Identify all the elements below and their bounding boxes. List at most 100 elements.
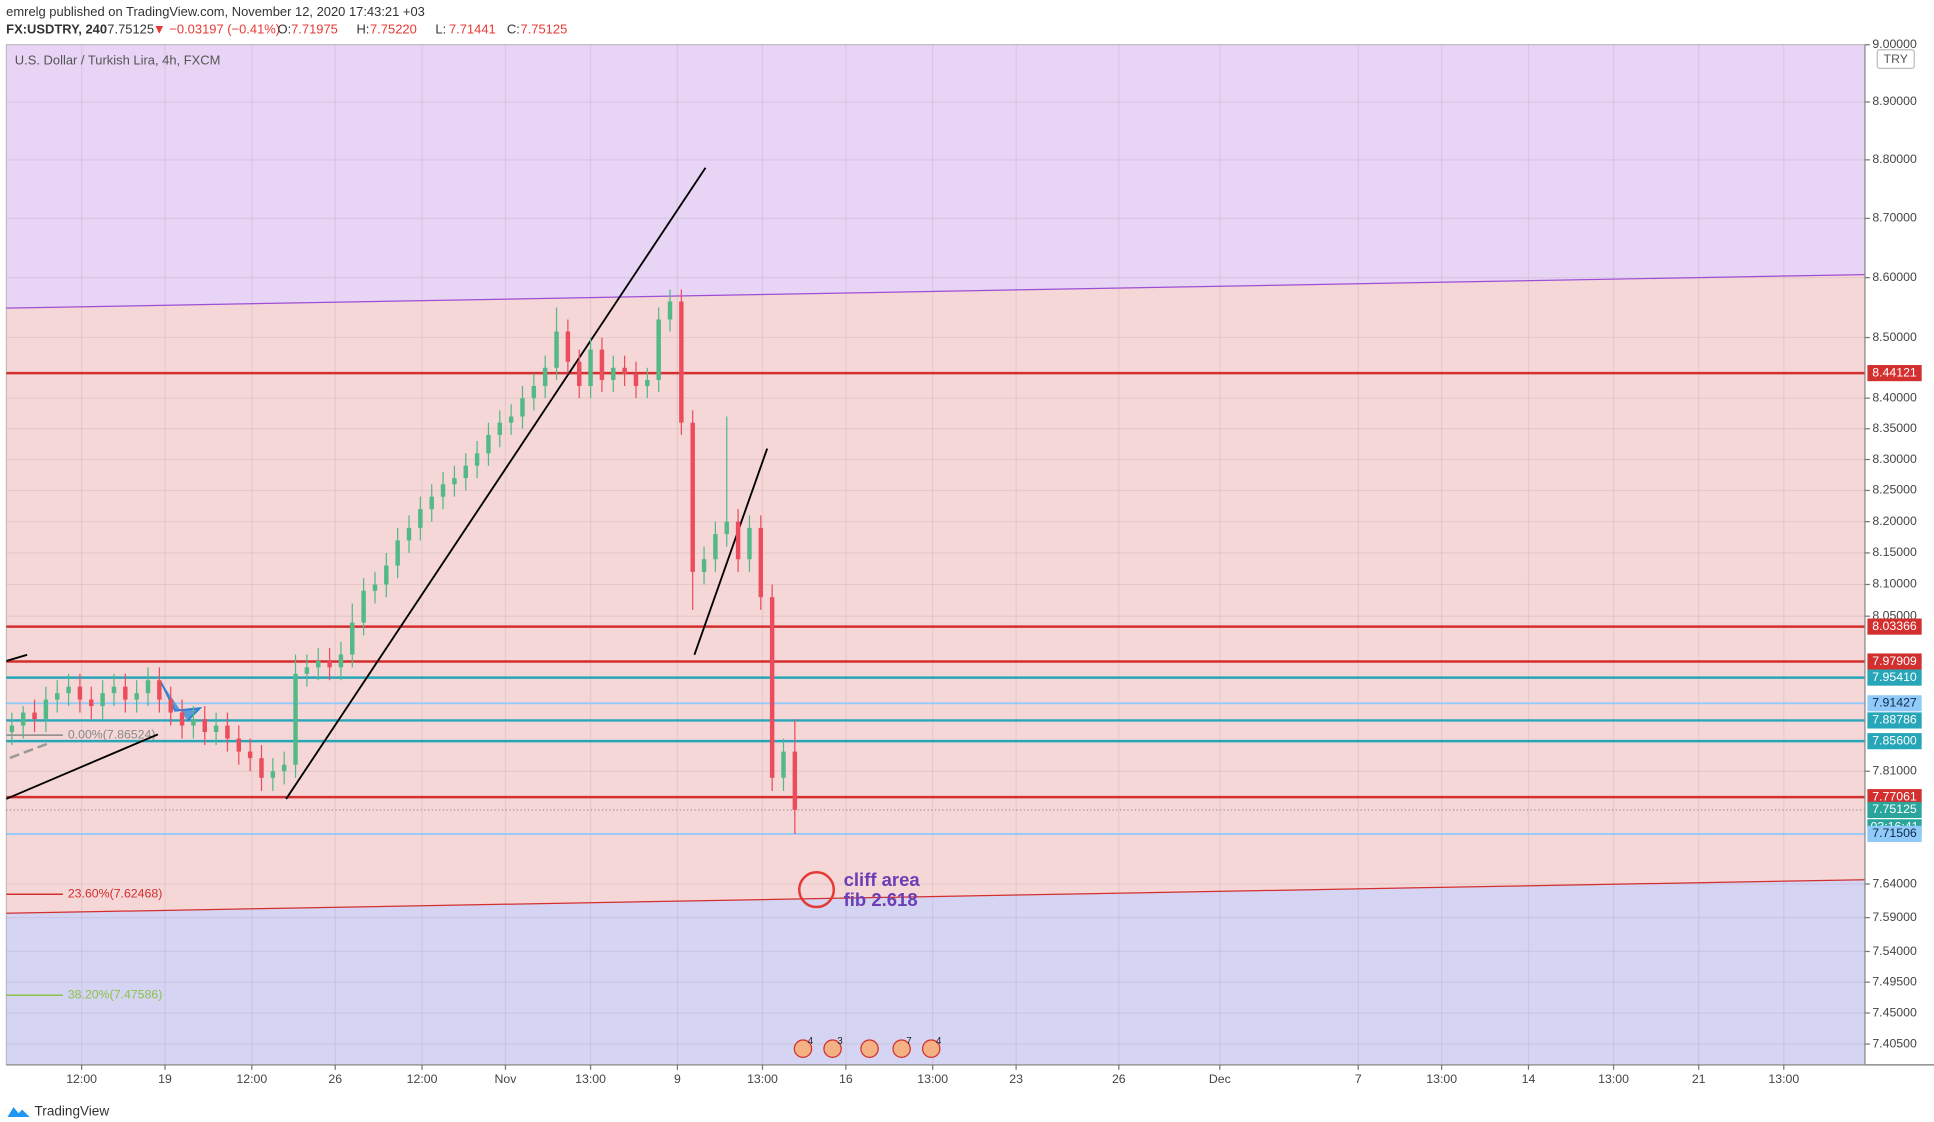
price-label-box (1867, 653, 1922, 670)
candle-body (735, 521, 741, 560)
x-tick-label: Dec (1209, 1072, 1231, 1086)
y-tick-label: 8.50000 (1872, 330, 1917, 344)
ohlc-value: 7.71441 (449, 21, 496, 36)
candle-body (157, 680, 162, 700)
price-label: 7.85600 (1872, 733, 1917, 747)
candle-body (395, 540, 400, 566)
currency-box (1876, 49, 1915, 69)
y-tick-label: 7.54000 (1872, 944, 1917, 958)
x-tick-label: 9 (674, 1072, 681, 1086)
levels: 0.00%(7.86524) 23.60%(7.62468) 38.20%(7.47… (6, 371, 1865, 1002)
candle-body (531, 385, 537, 399)
annotation: cliff area (844, 869, 921, 890)
candle-body (781, 751, 786, 778)
candle-body (792, 751, 798, 810)
x-tick-label: 12:00 (407, 1072, 438, 1086)
candle-body (111, 686, 117, 694)
price-label-box (1867, 618, 1922, 635)
event-icon[interactable] (860, 1039, 879, 1059)
candle-body (20, 712, 26, 726)
currency: TRY (1884, 52, 1908, 66)
candle-body (429, 496, 434, 510)
channel-top (6, 273, 1865, 309)
candle-body (350, 622, 355, 655)
zone-blue (6, 879, 1865, 1065)
change: ▼ −0.03197 (−0.41%) (153, 21, 280, 36)
candle-body (32, 712, 37, 720)
y-tick-label: 7.45000 (1872, 1005, 1917, 1019)
candle-body (372, 584, 378, 591)
candle-body (565, 331, 571, 362)
x-tick-label: 13:00 (1426, 1072, 1457, 1086)
candle-body (304, 667, 310, 674)
candle-body (769, 597, 775, 778)
ohlc-label: H: (356, 21, 369, 36)
event-count: 4 (936, 1036, 942, 1047)
event-icon[interactable] (793, 1039, 813, 1059)
candle-body (452, 478, 457, 485)
x-tick-label: 21 (1692, 1072, 1706, 1086)
candle-body (100, 693, 105, 707)
trend-line (693, 448, 769, 656)
candle-body (656, 319, 661, 380)
event-count: 4 (808, 1036, 814, 1047)
candle-body (66, 686, 71, 694)
y-tick-label: 8.80000 (1872, 152, 1917, 166)
candle-body (168, 699, 173, 713)
candle-body (89, 699, 94, 707)
candle-body (247, 751, 253, 759)
x-tick-label: 7 (1355, 1072, 1362, 1086)
candle-body (281, 764, 287, 772)
candle-body (474, 453, 480, 466)
plot-area (6, 44, 1865, 1065)
axes: 9.00000 8.90000 8.80000 8.70000 8.60000 8.500… (66, 37, 1922, 1086)
candle-body (213, 725, 219, 733)
x-tick-label: 12:00 (66, 1072, 97, 1086)
fib-label: 0.00%(7.86524) (68, 727, 156, 741)
x-tick-label: 19 (158, 1072, 172, 1086)
candle-body (77, 686, 83, 700)
y-tick-label: 8.30000 (1872, 452, 1917, 466)
candle-body (508, 416, 514, 423)
candle-body (440, 484, 446, 497)
ohlc-label: C: (507, 21, 520, 36)
trend-line (5, 653, 28, 662)
y-tick-label: 7.40500 (1872, 1036, 1917, 1050)
brand-logo (7, 1107, 30, 1118)
x-tick-label: 13:00 (575, 1072, 606, 1086)
price-label-box (1867, 669, 1922, 686)
candle-body (577, 361, 582, 386)
candle-body (690, 422, 695, 572)
candle-body (554, 331, 559, 368)
fib-label: 23.60%(7.62468) (68, 887, 162, 901)
x-tick-label: 23 (1009, 1072, 1023, 1086)
zone-pink (6, 274, 1865, 914)
annotation: fib 2.618 (844, 889, 918, 910)
price-label: 7.88786 (1872, 713, 1917, 727)
candle-body (145, 680, 151, 694)
candle-body (134, 693, 139, 700)
candle-body (667, 301, 673, 320)
candles (9, 289, 798, 834)
y-tick-label: 7.49500 (1872, 974, 1917, 988)
price-label: 7.91427 (1872, 696, 1917, 710)
candle-body (701, 559, 707, 572)
x-tick-label: 13:00 (917, 1072, 948, 1086)
y-tick-label: 8.60000 (1872, 270, 1917, 284)
y-tick-label: 7.81000 (1872, 763, 1917, 777)
price-label-box (1867, 695, 1922, 712)
price-label: 7.77061 (1872, 789, 1917, 803)
y-tick-label: 9.00000 (1872, 37, 1917, 51)
x-tick-label: 12:00 (236, 1072, 267, 1086)
candle-body (406, 527, 412, 541)
event-icon[interactable] (823, 1039, 842, 1059)
y-tick-label: 7.64000 (1872, 876, 1917, 890)
last-price: 7.75125 (107, 21, 154, 36)
event-icon[interactable] (921, 1039, 941, 1059)
candle-body (633, 373, 639, 386)
candle-body (43, 699, 49, 720)
candle-body (179, 712, 185, 726)
candle-body (202, 719, 207, 733)
event-icon[interactable] (892, 1039, 911, 1059)
x-tick-label: 26 (1112, 1072, 1126, 1086)
